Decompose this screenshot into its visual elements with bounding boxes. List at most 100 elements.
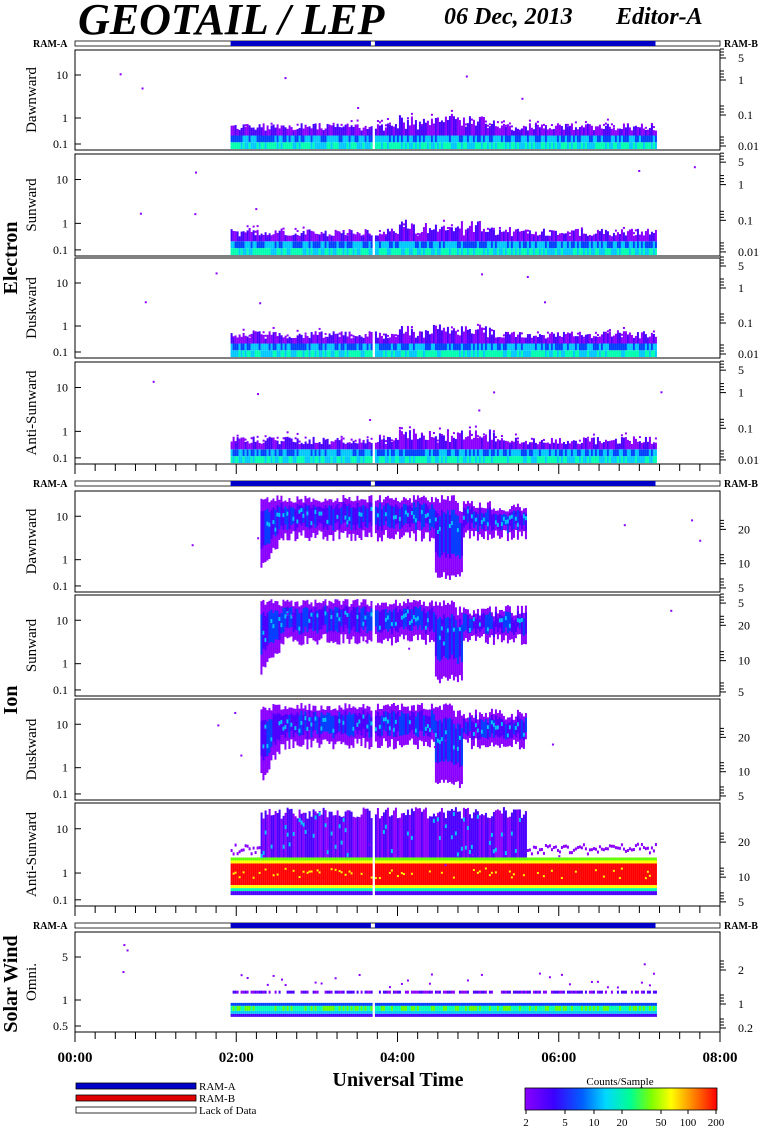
ytick-right-label: 10	[738, 654, 750, 668]
ytick-left-label: 0.1	[53, 787, 68, 801]
colorbar-tick-label: 50	[656, 1117, 668, 1128]
panel-frame	[74, 490, 721, 593]
ytick-left-label: 10	[56, 822, 68, 836]
panel-label: Anti-Sunward	[24, 812, 40, 897]
panel-label: Sunward	[24, 618, 40, 672]
ytick-right-label: 5	[738, 51, 744, 65]
ytick-right-label: 5	[738, 789, 744, 803]
ytick-left-label: 0.1	[53, 893, 68, 907]
legend-label-ram_a: RAM-A	[199, 1081, 236, 1093]
panel-label: Sunward	[24, 178, 40, 232]
plot-editor: Editor-A	[616, 4, 703, 30]
ytick-right-label: 10	[738, 765, 750, 779]
time-tick-label: 08:00	[703, 1050, 738, 1066]
group-label: Electron	[0, 222, 22, 295]
panel-ion-anti-sunward	[74, 802, 721, 907]
ram-a-segment	[374, 41, 656, 46]
panel-electron-sunward	[74, 153, 721, 257]
ytick-left-label: 10	[56, 717, 68, 731]
ytick-left-label: 10	[56, 68, 68, 82]
ytick-right-label: 5	[738, 259, 744, 273]
ytick-left-label: 1	[62, 657, 68, 671]
ram-bar-0: RAM-A RAM-B	[33, 39, 758, 50]
ram-b-label: RAM-B	[724, 921, 758, 932]
ytick-right-label: 5	[738, 685, 744, 699]
ytick-right-label: 0.01	[738, 245, 759, 259]
ytick-right-label: 2	[738, 963, 744, 977]
group-label: Solar Wind	[0, 935, 22, 1032]
ytick-right-label: 1	[738, 386, 744, 400]
ram-a-segment	[374, 923, 656, 928]
plot-date: 06 Dec, 2013	[444, 4, 573, 30]
panel-label: Anti-Sunward	[24, 370, 40, 455]
ytick-left-label: 0.1	[53, 345, 68, 359]
colorbar	[524, 1087, 718, 1111]
ytick-left-label: 10	[56, 173, 68, 187]
legend-label-lack: Lack of Data	[199, 1105, 257, 1117]
colorbar-tick-label: 200	[708, 1117, 725, 1128]
ram-bar-1: RAM-A RAM-B	[33, 479, 758, 490]
ytick-right-label: 1	[738, 281, 744, 295]
panel-solar-wind-omni-	[74, 931, 721, 1033]
colorbar-tick-label: 20	[617, 1117, 629, 1128]
ytick-right-label: 5	[738, 581, 744, 595]
time-tick-label: 04:00	[380, 1050, 415, 1066]
legend-swatch-lack	[75, 1106, 197, 1114]
ytick-right-label: 20	[738, 835, 750, 849]
panel-label: Duskward	[24, 718, 40, 780]
ytick-left-label: 5	[62, 950, 68, 964]
panel-frame	[74, 698, 721, 801]
panel-ion-duskward	[74, 698, 721, 801]
ytick-right-label: 10	[738, 870, 750, 884]
ytick-right-label: 1	[738, 178, 744, 192]
ram-a-segment	[230, 41, 371, 46]
ytick-right-label: 20	[738, 522, 750, 536]
panels-layer: RAM-A RAM-B RAM-A RAM-B RAM-A RAM-B	[33, 39, 758, 1033]
ram-a-segment	[230, 923, 371, 928]
ytick-right-label: 5	[738, 363, 744, 377]
ytick-right-label: 0.01	[738, 347, 759, 361]
time-axis-layer: 00:00 02:00 04:00 06:00 08:00 Universal Time	[58, 464, 738, 1091]
legend-swatch-ram_b	[75, 1094, 197, 1102]
ram-a-segment	[230, 481, 371, 486]
panel-frame	[74, 594, 721, 697]
ytick-left-label: 0.1	[53, 579, 68, 593]
panel-frame	[74, 931, 721, 1033]
panel-electron-anti-sunward	[74, 361, 721, 465]
colorbar-tick-label: 2	[523, 1117, 529, 1128]
ytick-left-label: 0.1	[53, 683, 68, 697]
panel-label: Dawnward	[24, 67, 40, 133]
colorbar-title: Counts/Sample	[586, 1076, 653, 1088]
ytick-left-label: 10	[56, 509, 68, 523]
ram-a-label: RAM-A	[33, 921, 68, 932]
ytick-right-label: 0.1	[738, 316, 753, 330]
ytick-left-label: 10	[56, 276, 68, 290]
panel-frame	[74, 257, 721, 359]
ytick-left-label: 1	[62, 993, 68, 1007]
legend-label-ram_b: RAM-B	[199, 1093, 235, 1105]
ram-a-segment	[374, 481, 656, 486]
panel-label: Omni.	[24, 963, 40, 1001]
ytick-left-label: 1	[62, 553, 68, 567]
panel-electron-duskward	[74, 257, 721, 359]
panel-frame	[74, 153, 721, 257]
ytick-left-label: 1	[62, 761, 68, 775]
time-tick-label: 00:00	[58, 1050, 93, 1066]
ytick-left-label: 1	[62, 319, 68, 333]
ytick-left-label: 0.1	[53, 451, 68, 465]
ytick-right-label: 1	[738, 997, 744, 1011]
ytick-left-label: 0.1	[53, 243, 68, 257]
ytick-left-label: 10	[56, 613, 68, 627]
ram-a-label: RAM-A	[33, 39, 68, 50]
ytick-right-label: 0.01	[738, 139, 759, 153]
plot-title: GEOTAIL / LEP	[78, 0, 385, 44]
time-tick-label: 02:00	[219, 1050, 254, 1066]
panel-ion-sunward	[74, 594, 721, 697]
ytick-right-label: 5	[738, 155, 744, 169]
ytick-right-label: 1	[738, 73, 744, 87]
panel-label: Duskward	[24, 277, 40, 339]
ytick-left-label: 1	[62, 111, 68, 125]
labels-layer: Dawnward 10 1 0.1 5 1 0.1 0.01 Sunward 10 1 0.1 5 1 0.…	[0, 48, 759, 1035]
